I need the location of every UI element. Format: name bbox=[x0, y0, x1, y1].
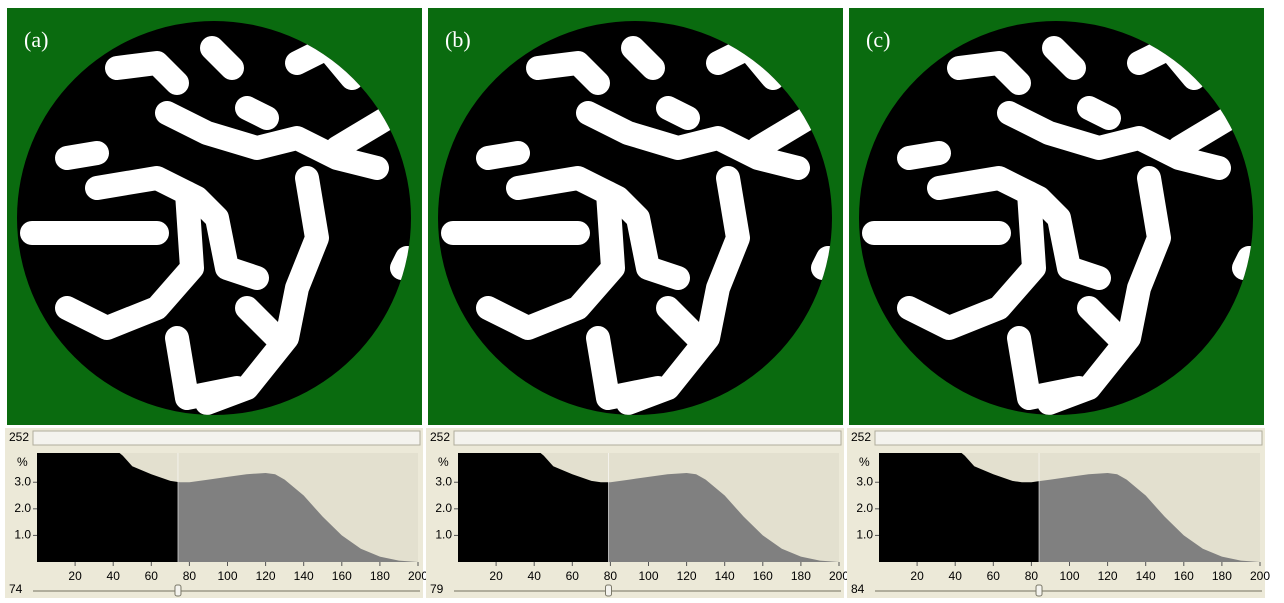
x-tick-label: 200 bbox=[408, 569, 428, 583]
slider-knob bbox=[604, 584, 612, 597]
y-tick-label: 3.0 bbox=[856, 474, 873, 488]
y-tick-label: 2.0 bbox=[14, 501, 31, 515]
upper-box bbox=[453, 430, 842, 446]
x-tick-label: 120 bbox=[1098, 569, 1118, 583]
x-tick-label: 200 bbox=[829, 569, 849, 583]
y-tick-label: 3.0 bbox=[435, 474, 452, 488]
y-tick-label: 1.0 bbox=[14, 528, 31, 542]
x-tick-label: 200 bbox=[1250, 569, 1270, 583]
panel-label: (a) bbox=[24, 27, 48, 52]
upper-box bbox=[32, 430, 421, 446]
x-tick-label: 100 bbox=[1059, 569, 1079, 583]
histogram-above bbox=[1039, 472, 1260, 562]
upper-value: 252 bbox=[851, 430, 871, 444]
x-tick-label: 20 bbox=[68, 569, 82, 583]
x-tick-label: 180 bbox=[370, 569, 390, 583]
x-tick-label: 20 bbox=[910, 569, 924, 583]
x-tick-label: 60 bbox=[566, 569, 580, 583]
x-tick-label: 40 bbox=[528, 569, 542, 583]
y-tick-label: 2.0 bbox=[856, 501, 873, 515]
x-tick-label: 40 bbox=[107, 569, 121, 583]
x-tick-label: 160 bbox=[1174, 569, 1194, 583]
bone-image bbox=[849, 8, 1264, 425]
x-tick-label: 180 bbox=[1212, 569, 1232, 583]
histogram-above bbox=[177, 472, 418, 562]
x-tick-label: 60 bbox=[987, 569, 1001, 583]
x-tick-label: 100 bbox=[638, 569, 658, 583]
threshold-value: 84 bbox=[851, 582, 865, 596]
histogram-above bbox=[608, 472, 839, 562]
y-axis-label: % bbox=[859, 455, 870, 469]
x-tick-label: 80 bbox=[183, 569, 197, 583]
histogram-below bbox=[458, 453, 609, 562]
x-tick-label: 100 bbox=[217, 569, 237, 583]
histogram-below bbox=[37, 453, 178, 562]
x-tick-label: 120 bbox=[677, 569, 697, 583]
x-tick-label: 160 bbox=[332, 569, 352, 583]
x-tick-label: 140 bbox=[1136, 569, 1156, 583]
x-tick-label: 40 bbox=[949, 569, 963, 583]
x-tick-label: 120 bbox=[256, 569, 276, 583]
x-tick-label: 80 bbox=[1025, 569, 1039, 583]
threshold-value: 79 bbox=[430, 582, 444, 596]
bone-image bbox=[428, 8, 843, 425]
upper-box bbox=[874, 430, 1263, 446]
x-tick-label: 180 bbox=[791, 569, 811, 583]
x-tick-label: 140 bbox=[715, 569, 735, 583]
x-tick-label: 20 bbox=[489, 569, 503, 583]
y-tick-label: 1.0 bbox=[435, 528, 452, 542]
y-axis-label: % bbox=[438, 455, 449, 469]
slider-knob bbox=[174, 584, 182, 597]
x-tick-label: 80 bbox=[604, 569, 618, 583]
x-tick-label: 140 bbox=[294, 569, 314, 583]
x-tick-label: 60 bbox=[145, 569, 159, 583]
y-tick-label: 3.0 bbox=[14, 474, 31, 488]
upper-value: 252 bbox=[9, 430, 29, 444]
panel-label: (b) bbox=[445, 27, 471, 52]
y-axis-label: % bbox=[17, 455, 28, 469]
upper-value: 252 bbox=[430, 430, 450, 444]
panel-label: (c) bbox=[866, 27, 890, 52]
x-tick-label: 160 bbox=[753, 569, 773, 583]
y-tick-label: 2.0 bbox=[435, 501, 452, 515]
histogram-below bbox=[879, 453, 1040, 562]
threshold-value: 74 bbox=[9, 582, 23, 596]
y-tick-label: 1.0 bbox=[856, 528, 873, 542]
bone-image bbox=[7, 8, 422, 425]
slider-knob bbox=[1035, 584, 1043, 597]
